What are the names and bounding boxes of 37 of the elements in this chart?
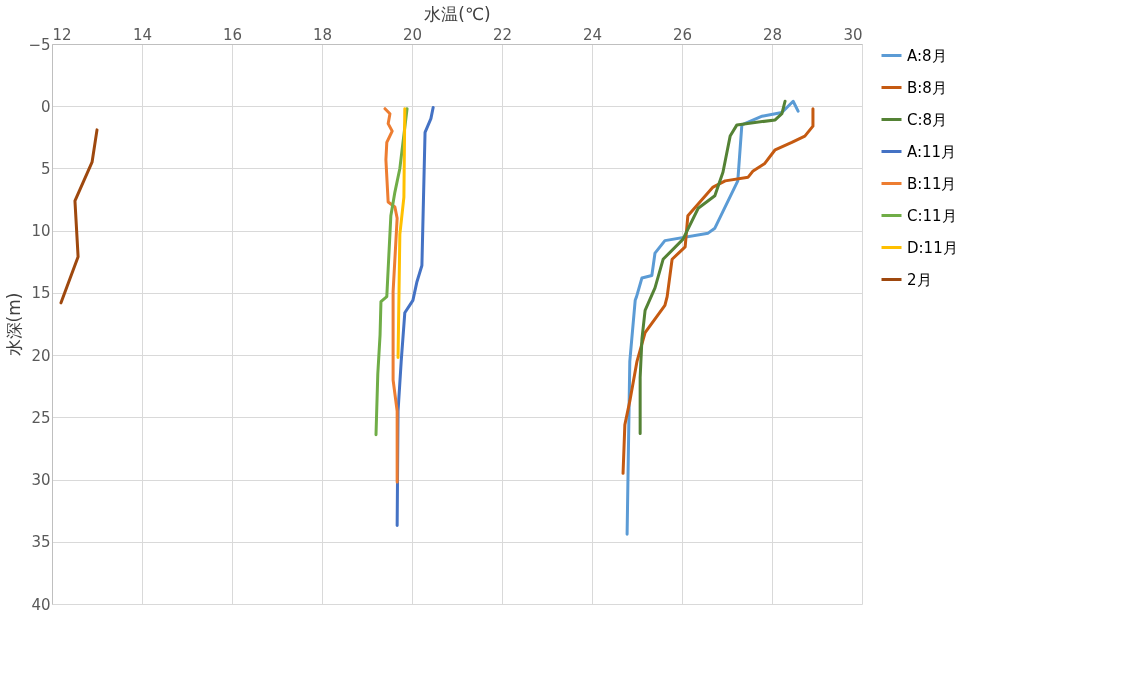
line-series — [621, 107, 815, 475]
x-tick-label: 28 — [762, 25, 783, 44]
legend-label: A:8月 — [907, 46, 947, 65]
x-tick-label: 22 — [492, 25, 513, 44]
y-tick-label: 5 — [40, 159, 51, 178]
line-series — [625, 99, 800, 536]
y-tick-label: 40 — [31, 595, 51, 614]
line-series — [374, 107, 409, 437]
y-tick-label: 35 — [31, 533, 51, 552]
y-tick-label: 10 — [31, 222, 51, 241]
line-series — [638, 99, 787, 436]
y-tick-label: 0 — [40, 97, 51, 116]
legend-label: C:11月 — [907, 206, 957, 225]
x-tick-label: 20 — [402, 25, 423, 44]
line-series — [383, 107, 399, 484]
y-tick-label: 30 — [31, 471, 51, 490]
x-tick-label: 18 — [312, 25, 333, 44]
x-tick-label: 30 — [843, 25, 863, 44]
legend-label: B:8月 — [907, 78, 947, 97]
line-series — [59, 128, 99, 305]
legend-label: B:11月 — [907, 174, 957, 193]
x-tick-label: 26 — [672, 25, 693, 44]
legend-label: A:11月 — [907, 142, 957, 161]
legend-label: C:8月 — [907, 110, 948, 129]
y-tick-label: 20 — [31, 346, 51, 365]
line-series — [396, 107, 407, 360]
y-tick-label: 15 — [31, 284, 51, 303]
y-tick-label: −5 — [28, 35, 51, 54]
legend-label: 2月 — [907, 270, 932, 289]
y-axis-title: 水深(m) — [4, 292, 25, 357]
x-axis-title: 水温(℃) — [424, 3, 491, 24]
x-tick-label: 24 — [582, 25, 603, 44]
legend-label: D:11月 — [907, 238, 958, 257]
x-tick-label: 12 — [52, 25, 72, 44]
y-tick-label: 25 — [31, 408, 51, 427]
x-tick-label: 14 — [132, 25, 153, 44]
x-tick-label: 16 — [222, 25, 243, 44]
